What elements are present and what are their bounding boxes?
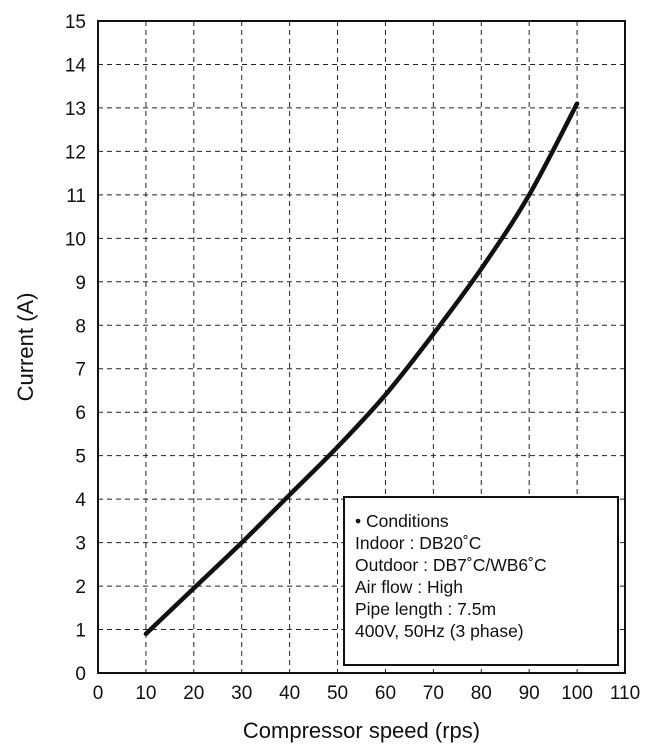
x-tick-label-9: 90: [519, 683, 540, 704]
x-axis-title: Compressor speed (rps): [243, 718, 480, 743]
conditions-outdoor: Outdoor : DB7˚C/WB6˚C: [355, 555, 547, 575]
y-tick-label-9: 9: [75, 273, 86, 294]
x-tick-label-6: 60: [375, 683, 396, 704]
y-axis-title: Current (A): [13, 293, 38, 402]
x-tick-label-10: 100: [561, 683, 593, 704]
x-tick-label-2: 20: [183, 683, 204, 704]
conditions-heading: • Conditions: [355, 511, 449, 531]
conditions-airflow: Air flow : High: [355, 577, 463, 597]
conditions-indoor: Indoor : DB20˚C: [355, 533, 481, 553]
y-tick-label-2: 2: [75, 577, 86, 598]
y-tick-label-14: 14: [65, 55, 87, 76]
conditions-pipe-length: Pipe length : 7.5m: [355, 599, 496, 619]
conditions-power: 400V, 50Hz (3 phase): [355, 621, 524, 641]
y-tick-label-12: 12: [65, 142, 86, 163]
y-tick-label-8: 8: [75, 316, 86, 337]
conditions-box: • Conditions Indoor : DB20˚C Outdoor : D…: [344, 497, 618, 665]
y-tick-label-7: 7: [75, 360, 86, 381]
x-tick-label-1: 10: [135, 683, 156, 704]
y-tick-label-4: 4: [75, 490, 86, 511]
x-tick-label-8: 80: [471, 683, 492, 704]
y-tick-label-3: 3: [75, 534, 86, 555]
x-tick-label-4: 40: [279, 683, 300, 704]
x-tick-label-0: 0: [93, 683, 104, 704]
x-tick-label-7: 70: [423, 683, 444, 704]
y-tick-label-10: 10: [65, 229, 86, 250]
x-tick-label-11: 110: [610, 683, 640, 704]
x-tick-label-3: 30: [231, 683, 252, 704]
y-tick-label-0: 0: [75, 664, 86, 685]
y-tick-label-6: 6: [75, 403, 86, 424]
y-tick-label-15: 15: [65, 12, 86, 33]
y-tick-label-1: 1: [75, 621, 86, 642]
y-tick-label-11: 11: [66, 186, 86, 207]
y-tick-label-13: 13: [65, 99, 86, 120]
y-tick-label-5: 5: [75, 447, 86, 468]
x-tick-label-5: 50: [327, 683, 348, 704]
